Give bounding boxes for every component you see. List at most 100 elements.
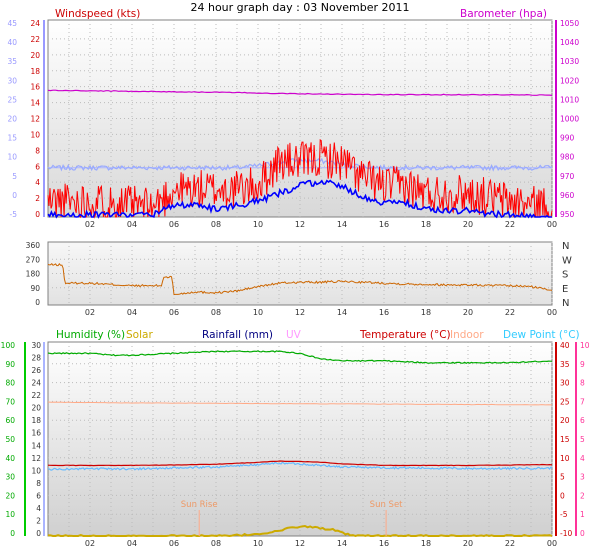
rainfall-tick-label: 12 xyxy=(31,454,41,463)
rainfall-tick-label: 16 xyxy=(31,429,41,438)
wind-tick-label: 8 xyxy=(35,146,40,155)
indoor-series xyxy=(47,401,553,406)
x-tick-label: 02 xyxy=(85,308,95,317)
outer-left-tick-label: 35 xyxy=(7,57,17,66)
x-tick-label: 20 xyxy=(463,220,473,229)
outer-left-tick-label: 15 xyxy=(7,134,17,143)
wind-tick-label: 4 xyxy=(35,178,40,187)
compass-label: N xyxy=(562,298,569,309)
x-tick-label: 14 xyxy=(337,539,347,548)
rainfall-tick-label: 22 xyxy=(31,391,41,400)
wind-tick-label: 20 xyxy=(30,51,40,60)
outer-left-tick-label: -5 xyxy=(10,210,18,219)
windspeed-series xyxy=(47,139,553,219)
x-tick-label: 10 xyxy=(253,539,263,548)
outer-left-tick-label: 30 xyxy=(7,76,17,85)
solar-series xyxy=(47,524,553,538)
wind-tick-label: 0 xyxy=(35,210,40,219)
x-tick-label: 22 xyxy=(505,308,515,317)
barometer-tick-label: 990 xyxy=(560,134,575,143)
barometer-tick-label: 1030 xyxy=(560,57,579,66)
humidity-tick-label: 90 xyxy=(5,360,15,369)
x-tick-label: 12 xyxy=(295,539,305,548)
rainfall-label: Rainfall (mm) xyxy=(202,329,273,341)
humidity-tick-label: 80 xyxy=(5,379,15,388)
barometer-label: Barometer (hpa) xyxy=(460,8,547,20)
uv-label: UV xyxy=(286,329,302,341)
compass-label: W xyxy=(562,255,572,266)
x-tick-label: 06 xyxy=(169,539,179,548)
outer-left-tick-label: 0 xyxy=(12,191,17,200)
rainfall-tick-label: 30 xyxy=(31,341,41,350)
humidity-tick-label: 40 xyxy=(5,454,15,463)
rainfall-tick-label: 10 xyxy=(31,466,41,475)
wind-tick-label: 24 xyxy=(30,19,40,28)
x-tick-label: 08 xyxy=(211,220,221,229)
wind-tick-label: 14 xyxy=(30,99,40,108)
temperature-tick-label: 15 xyxy=(560,435,570,444)
temperature-tick-label: 40 xyxy=(560,341,570,350)
barometer-tick-label: 1050 xyxy=(560,19,579,28)
temperature-label: Temperature (°C) xyxy=(359,329,451,341)
x-tick-label: 18 xyxy=(421,308,431,317)
x-tick-label: 00 xyxy=(547,220,557,229)
x-tick-label: 00 xyxy=(547,308,557,317)
dew-axis-tick-label: 7 xyxy=(580,397,585,406)
temperature-tick-label: 5 xyxy=(560,473,565,482)
x-tick-label: 08 xyxy=(211,539,221,548)
rainfall-tick-label: 6 xyxy=(36,491,41,500)
x-tick-label: 16 xyxy=(379,220,389,229)
x-tick-label: 12 xyxy=(295,220,305,229)
page-title: 24 hour graph day : 03 November 2011 xyxy=(190,1,409,14)
rainfall-tick-label: 18 xyxy=(31,416,41,425)
x-tick-label: 18 xyxy=(421,220,431,229)
dew-axis-tick-label: 10 xyxy=(580,341,590,350)
temperature-tick-label: 35 xyxy=(560,360,570,369)
barometer-tick-label: 1000 xyxy=(560,115,579,124)
wind-tick-label: 12 xyxy=(30,115,40,124)
direction-tick-label: 180 xyxy=(26,270,41,279)
wind-average-series xyxy=(47,179,552,219)
dew-axis-tick-label: 5 xyxy=(580,435,585,444)
humidity-tick-label: 0 xyxy=(10,529,15,538)
dew-axis-tick-label: 2 xyxy=(580,491,585,500)
humidity-tick-label: 30 xyxy=(5,473,15,482)
wind-tick-label: 18 xyxy=(30,67,40,76)
x-tick-label: 04 xyxy=(127,308,137,317)
x-tick-label: 06 xyxy=(169,308,179,317)
temperature-tick-label: 0 xyxy=(560,491,565,500)
x-tick-label: 00 xyxy=(547,539,557,548)
wind-tick-label: 6 xyxy=(35,162,40,171)
barometer-tick-label: 1020 xyxy=(560,76,579,85)
compass-label: E xyxy=(562,284,568,295)
rainfall-tick-label: 8 xyxy=(36,479,41,488)
x-tick-label: 08 xyxy=(211,308,221,317)
x-tick-label: 16 xyxy=(379,308,389,317)
temperature-series xyxy=(47,460,553,467)
indoor-label: Indoor xyxy=(450,329,484,341)
rainfall-tick-label: 2 xyxy=(36,516,41,525)
x-tick-label: 14 xyxy=(337,308,347,317)
wind-tick-label: 16 xyxy=(30,83,40,92)
sunset-label: Sun Set xyxy=(370,500,403,510)
humidity-tick-label: 20 xyxy=(5,491,15,500)
windspeed-label: Windspeed (kts) xyxy=(55,8,140,20)
x-tick-label: 14 xyxy=(337,220,347,229)
x-tick-label: 10 xyxy=(253,220,263,229)
barometer-tick-label: 1040 xyxy=(560,38,579,47)
dew-axis-tick-label: 0 xyxy=(580,529,585,538)
x-tick-label: 02 xyxy=(85,539,95,548)
temperature-tick-label: -5 xyxy=(560,510,568,519)
sunrise-label: Sun Rise xyxy=(181,500,218,510)
x-tick-label: 04 xyxy=(127,539,137,548)
temperature-tick-label: 25 xyxy=(560,397,570,406)
dew-axis-tick-label: 8 xyxy=(580,379,585,388)
barometer-tick-label: 950 xyxy=(560,210,575,219)
wind-direction-series xyxy=(47,262,553,296)
rainfall-tick-label: 0 xyxy=(36,529,41,538)
temperature-tick-label: 30 xyxy=(560,379,570,388)
x-tick-label: 18 xyxy=(421,539,431,548)
humidity-tick-label: 10 xyxy=(5,510,15,519)
x-tick-label: 20 xyxy=(463,539,473,548)
